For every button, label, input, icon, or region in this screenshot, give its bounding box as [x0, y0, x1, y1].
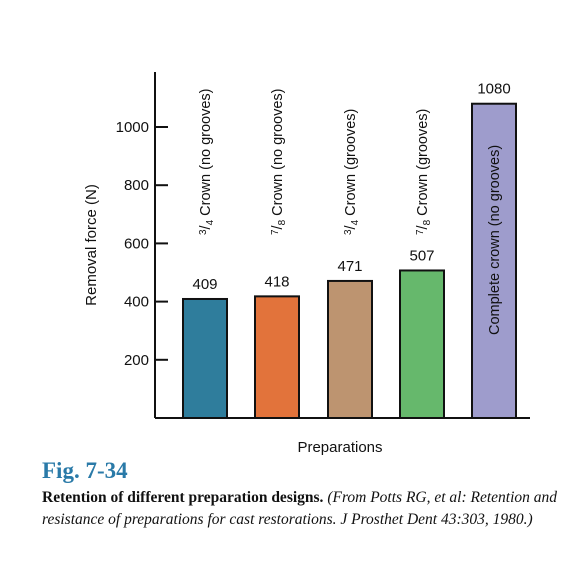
y-tick-label: 200	[124, 352, 149, 369]
bars	[182, 102, 517, 420]
category-labels: 3/4 Crown (no grooves) 7/8 Crown (no groo…	[198, 88, 503, 335]
value-label: 471	[337, 258, 362, 275]
y-axis-ticks: 200 400 600 800 1000	[116, 119, 168, 369]
category-label: 7/8 Crown (grooves)	[415, 109, 433, 235]
bar	[254, 295, 300, 419]
y-tick-label: 600	[124, 235, 149, 252]
category-label: 3/4 Crown (no grooves)	[198, 88, 216, 235]
category-label: 3/4 Crown (grooves)	[343, 109, 361, 235]
bar	[471, 102, 517, 419]
y-tick-label: 400	[124, 294, 149, 311]
y-axis-label: Removal force (N)	[83, 184, 100, 306]
caption-title: Retention of different preparation desig…	[42, 489, 324, 506]
category-label: 7/8 Crown (no grooves)	[270, 88, 288, 235]
value-label: 1080	[477, 81, 510, 98]
x-axis-label: Preparations	[297, 439, 382, 456]
y-tick-label: 800	[124, 177, 149, 194]
bar	[182, 297, 228, 419]
category-label: Complete crown (no grooves)	[487, 145, 503, 335]
value-labels: 409 418 471 507 1080	[192, 81, 510, 293]
value-label: 507	[409, 247, 434, 264]
y-tick-label: 1000	[116, 119, 149, 136]
value-label: 418	[264, 273, 289, 290]
bar	[327, 279, 373, 419]
bar	[399, 269, 445, 420]
figure-number: Fig. 7-34	[42, 458, 128, 483]
figure-caption: Retention of different preparation desig…	[42, 487, 562, 531]
caption-source: (From Potts RG, et al: Retention and res…	[42, 489, 558, 528]
bar-chart: 200 400 600 800 1000 409 418 471 507 1080 3/4 Cr…	[83, 72, 530, 456]
value-label: 409	[192, 276, 217, 293]
